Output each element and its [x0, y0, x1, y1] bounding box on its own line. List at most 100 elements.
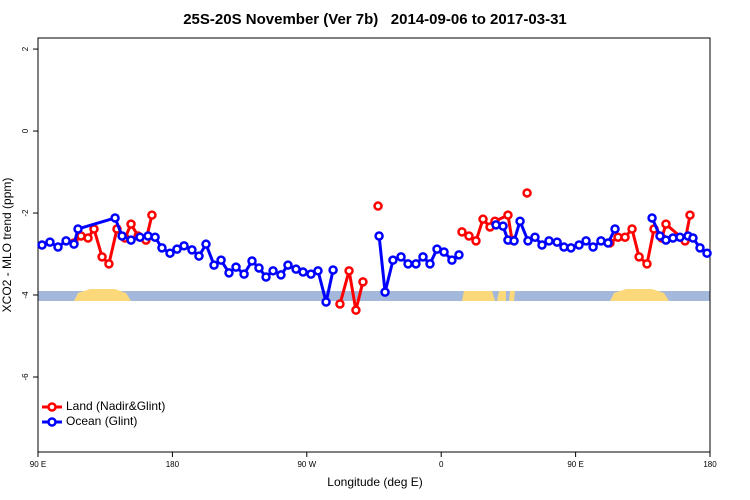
point	[335, 299, 345, 309]
y-tick-label: 0	[21, 128, 30, 133]
y-tick-label: -4	[21, 291, 30, 299]
land-strip	[610, 289, 669, 301]
point	[172, 244, 182, 254]
point	[403, 259, 413, 269]
point	[321, 297, 331, 307]
point	[358, 277, 368, 287]
point	[661, 219, 671, 229]
point	[498, 221, 508, 231]
y-axis-label: XCO2 - MLO trend (ppm)	[0, 178, 14, 313]
point	[268, 266, 278, 276]
point	[418, 252, 428, 262]
ocean-strip	[38, 291, 710, 301]
point	[702, 248, 712, 258]
point	[298, 267, 308, 277]
point	[117, 231, 127, 241]
x-tick-label: 180	[166, 460, 180, 469]
point	[627, 224, 637, 234]
point	[194, 251, 204, 261]
point	[313, 266, 323, 276]
point	[374, 231, 384, 241]
point	[685, 210, 695, 220]
land-strip	[462, 291, 495, 301]
point	[471, 236, 481, 246]
x-tick-label: 90 E	[30, 460, 46, 469]
legend-label: Ocean (Glint)	[66, 414, 137, 428]
point	[165, 248, 175, 258]
point	[688, 233, 698, 243]
point	[695, 243, 705, 253]
point	[150, 232, 160, 242]
point	[581, 236, 591, 246]
point	[655, 231, 665, 241]
point	[89, 224, 99, 234]
x-tick-label: 0	[439, 460, 444, 469]
point	[53, 242, 63, 252]
x-tick-label: 90 W	[297, 460, 316, 469]
series-line	[41, 216, 708, 303]
point	[647, 213, 657, 223]
point	[537, 240, 547, 250]
point	[388, 255, 398, 265]
point	[283, 260, 293, 270]
point	[642, 259, 652, 269]
point	[157, 243, 167, 253]
point	[439, 247, 449, 257]
point	[523, 236, 533, 246]
point	[261, 272, 271, 282]
point	[61, 236, 71, 246]
point	[425, 259, 435, 269]
point	[231, 262, 241, 272]
series-line	[72, 212, 692, 311]
point	[373, 201, 383, 211]
y-tick-label: -2	[21, 209, 30, 217]
point	[552, 237, 562, 247]
point	[522, 188, 532, 198]
point	[254, 263, 264, 273]
point	[126, 235, 136, 245]
point	[566, 243, 576, 253]
point	[464, 231, 474, 241]
point	[478, 214, 488, 224]
point	[610, 224, 620, 234]
point	[45, 237, 55, 247]
land-strip	[74, 289, 131, 301]
point	[73, 224, 83, 234]
y-tick-label: -6	[21, 373, 30, 381]
land-strip	[509, 291, 515, 301]
point	[351, 305, 361, 315]
point	[634, 252, 644, 262]
point	[247, 256, 257, 266]
x-tick-label: 180	[703, 460, 717, 469]
x-axis-label: Longitude (deg E)	[327, 475, 422, 489]
point	[37, 240, 47, 250]
point	[447, 255, 457, 265]
point	[110, 213, 120, 223]
point	[179, 241, 189, 251]
point	[411, 259, 421, 269]
point	[209, 260, 219, 270]
point	[328, 265, 338, 275]
point	[201, 239, 211, 249]
point	[515, 216, 525, 226]
point	[344, 266, 354, 276]
legend-marker	[47, 417, 57, 427]
point	[574, 240, 584, 250]
point	[216, 255, 226, 265]
point	[675, 232, 685, 242]
point	[396, 252, 406, 262]
point	[306, 269, 316, 279]
point	[603, 238, 613, 248]
point	[69, 239, 79, 249]
point	[530, 232, 540, 242]
point	[457, 227, 467, 237]
point	[224, 268, 234, 278]
point	[104, 259, 114, 269]
x-tick-label: 90 E	[567, 460, 583, 469]
chart-title: 25S-20S November (Ver 7b) 2014-09-06 to …	[183, 11, 567, 28]
y-tick-label: 2	[21, 46, 30, 51]
point	[620, 232, 630, 242]
point	[83, 233, 93, 243]
